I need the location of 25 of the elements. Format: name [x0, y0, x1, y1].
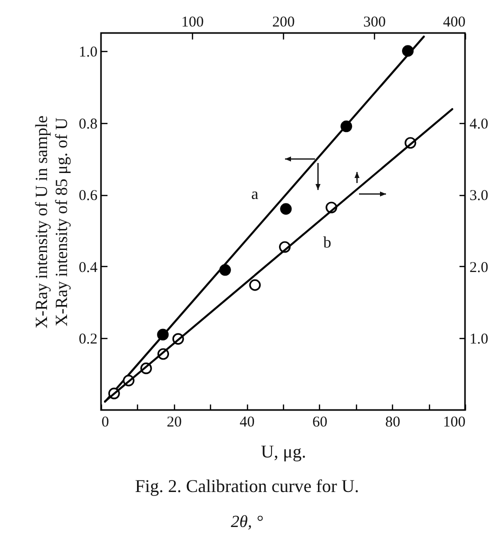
y-tick-label: 0.4 — [78, 260, 98, 276]
x2-tick-label: 400 — [443, 14, 466, 30]
y-axis-title: X-Ray intensity of U in sample X-Ray intensity of 85 μg. of U — [32, 116, 71, 328]
y-tick-label: 0.6 — [78, 188, 98, 204]
y-tick-label: 0.2 — [78, 332, 98, 348]
x-axis-title: U, μg. — [260, 442, 306, 462]
x2-tick-label: 100 — [181, 14, 204, 30]
text: 2θ, ° — [230, 512, 264, 532]
x-tick-label: 20 — [166, 414, 182, 430]
x2-tick-label: 200 — [272, 14, 295, 30]
x-tick-label: 60 — [312, 414, 328, 430]
y-tick-label: 0.8 — [78, 116, 98, 132]
x2-tick-label: 300 — [363, 14, 386, 30]
text: Fig. 2. Calibration curve for U. — [134, 476, 360, 497]
y2-tick-label: 3.0 — [470, 188, 488, 204]
x-tick-label: 100 — [443, 414, 466, 430]
y2-tick-label: 1.0 — [470, 332, 488, 348]
series-label: b — [323, 234, 332, 252]
y2-tick-label: 4.0 — [470, 116, 488, 132]
series-label: a — [251, 186, 258, 203]
x-tick-label: 40 — [240, 414, 255, 430]
x-tick-label: 80 — [385, 414, 400, 430]
x-tick-label: 0 — [102, 414, 109, 430]
y-tick-label: 1.0 — [78, 44, 98, 60]
y2-tick-label: 2.0 — [470, 260, 488, 276]
